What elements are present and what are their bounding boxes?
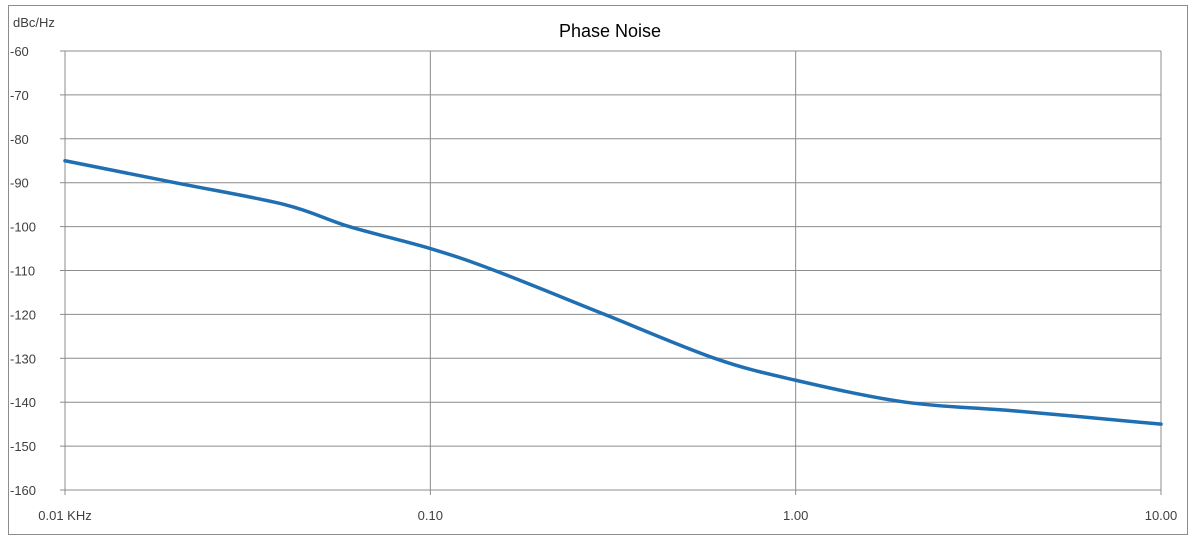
- y-tick-label: -60: [10, 44, 29, 59]
- series-lines: [63, 159, 1163, 426]
- y-tick-labels: -60 -70 -80 -90 -100 -110 -120 -130 -140 -150 -160: [10, 44, 36, 498]
- y-tick-label: -120: [10, 307, 36, 322]
- y-tick-label: -130: [10, 351, 36, 366]
- y-tick-label: -110: [10, 264, 35, 279]
- axes: [60, 50, 1162, 495]
- y-tick-label: -90: [10, 176, 29, 191]
- y-axis-unit-label: dBc/Hz: [13, 15, 55, 30]
- x-tick-label: 10.00: [1145, 508, 1178, 523]
- chart-title: Phase Noise: [559, 21, 661, 41]
- y-tick-label: -100: [10, 220, 36, 235]
- x-tick-label: 1.00: [783, 508, 808, 523]
- x-tick-label: 0.01 KHz: [38, 508, 91, 523]
- y-tick-label: -80: [10, 132, 29, 147]
- grid-lines: [64, 50, 1162, 491]
- x-tick-labels: 0.01 KHz 0.10 1.00 10.00: [38, 508, 1177, 523]
- y-tick-label: -150: [10, 439, 36, 454]
- y-tick-label: -70: [10, 88, 29, 103]
- x-tick-label: 0.10: [418, 508, 443, 523]
- y-tick-label: -160: [10, 483, 36, 498]
- phase-noise-series-line: [63, 159, 1163, 426]
- y-tick-label: -140: [10, 395, 36, 410]
